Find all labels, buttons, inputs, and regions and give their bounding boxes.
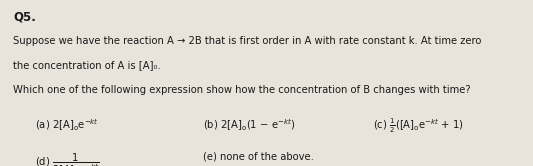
Text: Suppose we have the reaction A → 2B that is first order in A with rate constant : Suppose we have the reaction A → 2B that… — [13, 36, 482, 46]
Text: the concentration of A is [A]₀.: the concentration of A is [A]₀. — [13, 61, 161, 71]
Text: Q5.: Q5. — [13, 11, 36, 24]
Text: (e) none of the above.: (e) none of the above. — [203, 151, 313, 161]
Text: (c) $\frac{1}{2}$([A]$_\mathrm{o}$e$^{-kt}$ + 1): (c) $\frac{1}{2}$([A]$_\mathrm{o}$e$^{-k… — [373, 117, 464, 135]
Text: Which one of the following expression show how the concentration of B changes wi: Which one of the following expression sh… — [13, 85, 471, 95]
Text: (b) 2[A]$_\mathrm{o}$(1 $-$ e$^{-kt}$): (b) 2[A]$_\mathrm{o}$(1 $-$ e$^{-kt}$) — [203, 117, 295, 133]
Text: (a) 2[A]$_\mathrm{o}$e$^{-kt}$: (a) 2[A]$_\mathrm{o}$e$^{-kt}$ — [35, 117, 99, 133]
Text: (d) $\dfrac{1}{2[A]_\mathrm{o}e^{-kt}}$: (d) $\dfrac{1}{2[A]_\mathrm{o}e^{-kt}}$ — [35, 151, 99, 166]
